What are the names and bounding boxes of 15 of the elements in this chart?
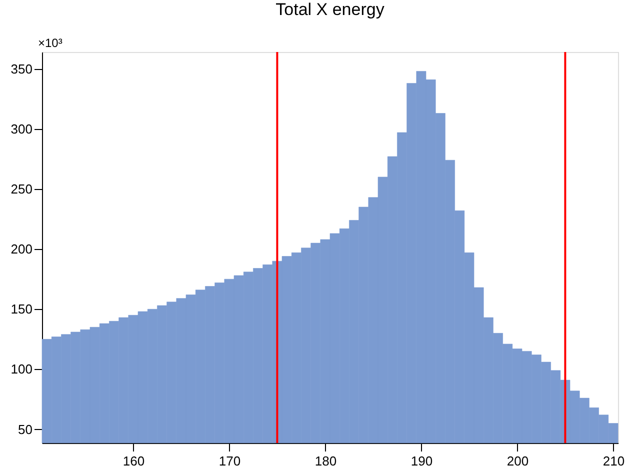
y-tick-label: 100	[10, 362, 32, 377]
x-tick-label: 190	[410, 454, 433, 467]
x-tick-label: 170	[218, 454, 241, 467]
chart-title: Total X energy	[276, 0, 385, 19]
x-tick-label: 160	[122, 454, 145, 467]
text: ×10³	[38, 36, 62, 50]
y-tick-label: 250	[10, 181, 32, 196]
y-tick-label: 300	[10, 121, 32, 136]
y-tick-label: 200	[10, 242, 32, 257]
x-tick-label: 210	[602, 454, 625, 467]
y-tick-label: 350	[10, 61, 32, 76]
x-tick-label: 180	[314, 454, 337, 467]
x-tick-label: 200	[506, 454, 529, 467]
y-tick-label: 50	[18, 422, 32, 437]
y-tick-label: 150	[10, 302, 32, 317]
